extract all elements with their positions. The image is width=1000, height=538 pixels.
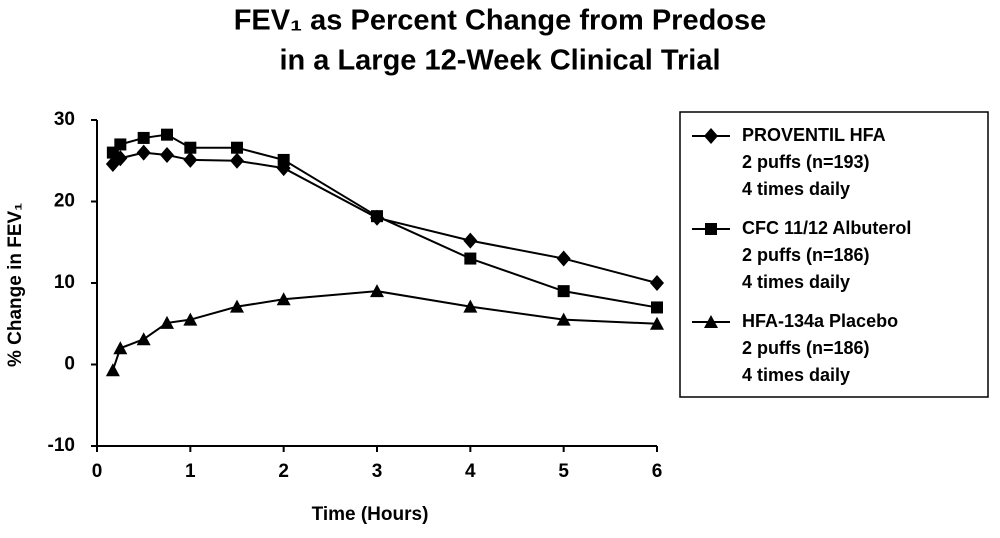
chart-title: FEV₁ as Percent Change from Predose [234,5,767,37]
marker [230,299,244,313]
legend-detail: 4 times daily [742,365,850,385]
marker [160,315,174,329]
marker [371,210,383,223]
x-tick-label: 2 [278,461,289,482]
marker [704,315,718,328]
y-tick-label: -10 [48,435,75,456]
x-axis-label: Time (Hours) [312,504,429,525]
series-line [112,151,658,284]
marker [463,232,478,249]
x-tick-label: 3 [372,461,383,482]
marker [183,151,198,168]
marker [650,316,664,330]
marker [650,275,664,291]
marker [651,301,663,314]
y-axis-label: % Change in FEV₁ [5,203,26,367]
marker [183,312,198,326]
marker [105,363,120,377]
marker [114,138,127,151]
marker [556,312,571,326]
marker [277,153,290,166]
legend-label: CFC 11/12 Albuterol [742,218,911,238]
marker [557,285,570,298]
chart-title: in a Large 12-Week Clinical Trial [279,45,720,77]
marker [556,250,571,267]
marker [113,341,128,355]
x-tick-label: 6 [652,461,663,482]
marker [137,131,150,144]
marker [136,332,151,346]
marker [464,252,477,265]
legend-detail: 4 times daily [742,272,850,292]
legend-label: HFA-134a Placebo [742,311,898,331]
x-tick-label: 5 [558,461,569,482]
y-tick-label: 20 [54,191,75,212]
marker [136,144,151,161]
legend-detail: 4 times daily [742,179,850,199]
marker [231,141,243,154]
y-tick-label: 10 [54,272,75,293]
marker [230,152,244,169]
series-line [111,290,658,371]
legend-detail: 2 puffs (n=186) [742,245,870,265]
legend-box [679,111,989,398]
marker [370,284,384,298]
y-tick-label: 30 [54,109,75,130]
marker [184,141,197,154]
legend-label: PROVENTIL HFA [742,125,886,145]
marker [705,223,717,235]
marker [161,128,173,141]
marker [276,292,291,306]
x-tick-label: 1 [185,461,196,482]
marker [704,128,718,144]
marker [160,147,174,164]
y-tick-label: 0 [64,354,75,375]
marker [463,299,478,313]
legend-detail: 2 puffs (n=193) [742,152,870,172]
x-tick-label: 0 [92,461,103,482]
legend-detail: 2 puffs (n=186) [742,338,870,358]
x-tick-label: 4 [465,461,476,482]
